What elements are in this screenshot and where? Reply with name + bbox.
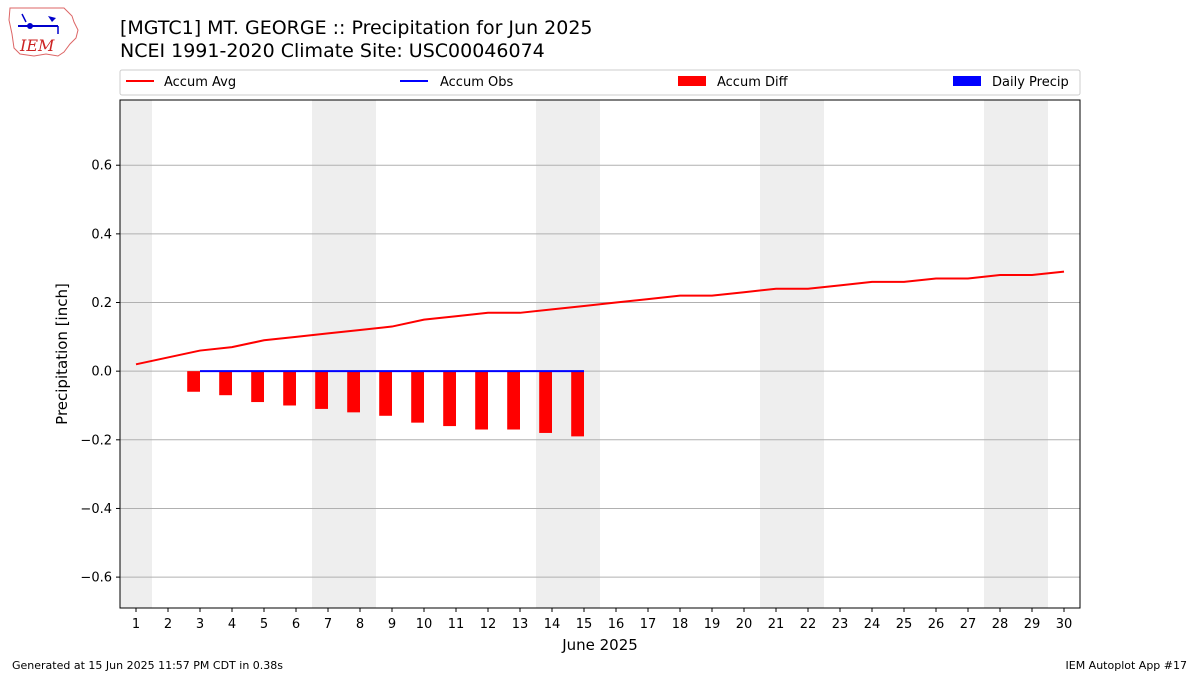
accum-diff-bar — [283, 371, 296, 406]
legend-label-accum-diff: Accum Diff — [717, 75, 789, 90]
x-tick-label: 22 — [800, 617, 817, 632]
x-tick-label: 3 — [196, 617, 204, 632]
weekend-shade-day-21 — [760, 100, 792, 608]
y-tick-label: −0.4 — [80, 502, 112, 517]
weekend-shade-day-15 — [568, 100, 600, 608]
weekend-shade-day-28 — [984, 100, 1016, 608]
chart-subtitle: NCEI 1991-2020 Climate Site: USC00046074 — [120, 40, 545, 62]
x-tick-label: 26 — [928, 617, 945, 632]
legend-label-accum-avg: Accum Avg — [164, 75, 236, 90]
legend-swatch-accum-diff — [678, 76, 706, 86]
y-tick-label: −0.6 — [80, 571, 112, 586]
logo-text: IEM — [19, 36, 55, 55]
x-tick-label: 20 — [736, 617, 753, 632]
accum-diff-bar — [251, 371, 264, 403]
x-tick-label: 11 — [448, 617, 465, 632]
x-tick-label: 19 — [704, 617, 721, 632]
x-tick-label: 15 — [576, 617, 593, 632]
legend: Accum Avg Accum Obs Accum Diff Daily Pre… — [119, 69, 1081, 96]
x-tick-label: 9 — [388, 617, 396, 632]
y-tick-label: −0.2 — [80, 433, 112, 448]
x-tick-label: 7 — [324, 617, 332, 632]
x-tick-label: 8 — [356, 617, 364, 632]
x-tick-label: 25 — [896, 617, 913, 632]
accum-diff-bar — [571, 371, 584, 437]
x-tick-label: 21 — [768, 617, 785, 632]
x-tick-label: 10 — [416, 617, 433, 632]
x-tick-label: 16 — [608, 617, 625, 632]
weekend-shading — [120, 100, 1048, 608]
weekend-shade-day-1 — [120, 100, 152, 608]
iem-logo: IEM — [8, 7, 79, 57]
x-tick-label: 4 — [228, 617, 236, 632]
accum-diff-bar — [443, 371, 456, 427]
accum-diff-bar — [379, 371, 392, 416]
generated-timestamp: Generated at 15 Jun 2025 11:57 PM CDT in… — [12, 659, 284, 672]
weekend-shade-day-8 — [344, 100, 376, 608]
accum-diff-bar — [187, 371, 200, 392]
accum-avg-line — [135, 270, 1065, 366]
accum-diff-bar — [507, 371, 520, 430]
x-tick-label: 6 — [292, 617, 300, 632]
x-tick-label: 28 — [992, 617, 1009, 632]
y-axis: −0.6 −0.4 −0.2 0.0 0.2 0.4 0.6 — [80, 159, 120, 586]
legend-label-accum-obs: Accum Obs — [440, 75, 513, 90]
x-tick-label: 14 — [544, 617, 561, 632]
chart-title: [MGTC1] MT. GEORGE :: Precipitation for … — [120, 17, 593, 39]
x-axis-label: June 2025 — [561, 636, 638, 654]
legend-box — [119, 69, 1081, 96]
series-lines — [135, 270, 1065, 373]
y-tick-label: 0.4 — [91, 227, 112, 242]
x-tick-label: 30 — [1056, 617, 1073, 632]
x-tick-label: 2 — [164, 617, 172, 632]
x-axis: 1 2 3 4 5 6 7 8 9 10 11 12 13 14 15 16 17 18 19 20 21 22 23 24 2… — [132, 608, 1072, 632]
legend-swatch-daily-precip — [953, 76, 981, 86]
accum-diff-bar — [347, 371, 360, 413]
iowa-state-outline — [8, 7, 79, 57]
x-tick-label: 17 — [640, 617, 657, 632]
weekend-shade-day-29 — [1016, 100, 1048, 608]
accum-diff-bar — [411, 371, 424, 423]
x-tick-label: 5 — [260, 617, 268, 632]
x-tick-label: 29 — [1024, 617, 1041, 632]
y-axis-label: Precipitation [inch] — [53, 283, 71, 425]
x-tick-label: 1 — [132, 617, 140, 632]
accum-diff-bar — [539, 371, 552, 433]
x-tick-label: 24 — [864, 617, 881, 632]
x-tick-label: 18 — [672, 617, 689, 632]
y-tick-label: 0.2 — [91, 296, 112, 311]
y-tick-label: 0.0 — [91, 365, 112, 380]
weekend-shade-day-22 — [792, 100, 824, 608]
accum-diff-bar — [219, 371, 232, 396]
weekend-shade-day-14 — [536, 100, 568, 608]
weekend-shade-day-7 — [312, 100, 344, 608]
accum-diff-bar — [475, 371, 488, 430]
x-tick-label: 27 — [960, 617, 977, 632]
y-tick-label: 0.6 — [91, 159, 112, 174]
legend-label-daily-precip: Daily Precip — [992, 75, 1069, 90]
plot-frame — [119, 99, 1081, 609]
x-tick-label: 23 — [832, 617, 849, 632]
app-credit: IEM Autoplot App #17 — [1065, 659, 1188, 672]
accum-diff-bars — [187, 371, 584, 437]
x-tick-label: 13 — [512, 617, 529, 632]
x-tick-label: 12 — [480, 617, 497, 632]
accum-diff-bar — [315, 371, 328, 409]
